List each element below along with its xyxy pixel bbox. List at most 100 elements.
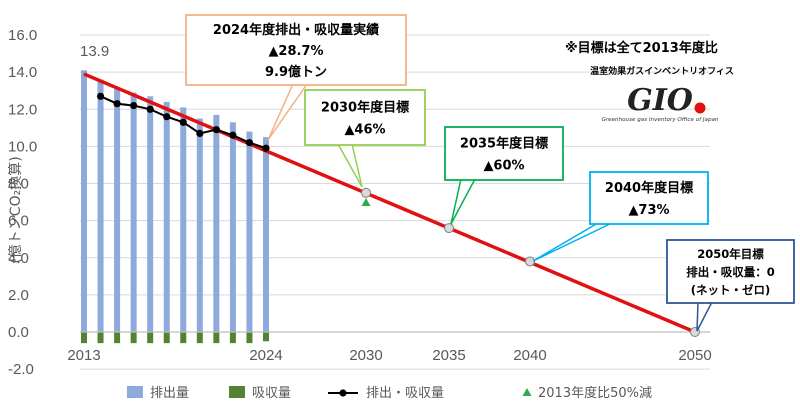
legend-swatch-absorption: [229, 386, 245, 398]
callout-box: [304, 89, 426, 146]
y-tick-label: 8.0: [8, 176, 29, 193]
y-tick-label: -2.0: [8, 361, 34, 378]
callout-text: 2030年度目標: [321, 99, 409, 115]
callout-text: 2035年度目標: [460, 135, 548, 151]
callout-text: 2024年度排出・吸収量実績: [213, 22, 379, 38]
y-tick-label: 14.0: [8, 64, 37, 81]
net-point: [196, 129, 204, 138]
callout-box: [444, 126, 564, 181]
net-point: [163, 113, 171, 121]
note-text: ※目標は全て2013年度比: [565, 40, 718, 56]
net-point: [130, 101, 138, 110]
y-tick-label: 10.0: [8, 138, 37, 155]
y-tick-label: 16.0: [8, 27, 37, 44]
callout-box: [666, 239, 795, 304]
logo-red-dot: [694, 102, 706, 114]
legend-swatch-half: [522, 388, 532, 396]
emission-bar: [180, 107, 187, 332]
target-line-segment: [83, 72, 696, 334]
callout-text: 排出・吸収量：0: [686, 265, 775, 279]
emission-bar: [97, 79, 104, 332]
absorption-bar: [97, 332, 104, 344]
net-point: [212, 126, 220, 134]
callout-text: 2050年目標: [697, 247, 764, 261]
callout-pointer: [450, 178, 477, 225]
bars: [81, 70, 269, 344]
emission-bar: [246, 131, 253, 332]
emission-bar: [130, 92, 137, 333]
net-point: [113, 100, 121, 108]
emission-bar: [229, 122, 236, 332]
callout-text: 9.9億トン: [265, 64, 327, 80]
y-tick-label: 4.0: [8, 250, 29, 267]
callout-text: ▲46%: [344, 122, 385, 137]
emission-bar: [163, 101, 170, 332]
emission-bar: [263, 137, 269, 332]
callout-pointer: [696, 301, 714, 332]
net-point: [146, 105, 154, 113]
absorption-bar: [263, 332, 269, 342]
y-tick-label: 2.0: [8, 287, 29, 304]
target-line: 13.9: [80, 43, 696, 334]
emission-bar: [114, 88, 121, 332]
axes: 16.0 14.0 12.0 10.0 8.0 6.0 4.0 2.0 0.0 -2.0 2013 2…: [8, 27, 712, 378]
callout-text: (ネット・ゼロ): [691, 283, 771, 297]
net-emission-line: [96, 92, 700, 337]
legend-swatch-net-point: [339, 389, 347, 397]
logo-subtitle: Greenhouse gas Inventory Office of Japan: [602, 117, 719, 123]
milestone-marker: [444, 223, 454, 234]
x-tick-label: 2013: [67, 347, 100, 364]
emission-bar: [81, 70, 87, 332]
callout-text: ▲60%: [483, 158, 524, 173]
legend-label-half: 2013年度比50%減: [538, 385, 652, 401]
emission-bar: [147, 96, 154, 333]
milestone-marker: [525, 256, 535, 267]
absorption-bar: [163, 332, 170, 344]
logo-caption: 温室効果ガスインベントリオフィス: [590, 65, 734, 77]
emission-bar: [213, 114, 220, 333]
absorption-bar: [114, 332, 121, 344]
callouts: 2024年度排出・吸収量実績 ▲28.7% 9.9億トン 2030年度目標 ▲46% 20…: [185, 14, 795, 332]
y-axis-label: (億トンCO₂換算): [8, 156, 24, 263]
legend-swatch-emission: [127, 386, 143, 398]
y-tick-label: 12.0: [8, 101, 37, 118]
absorption-bar: [196, 332, 203, 344]
absorption-bar: [246, 332, 253, 344]
absorption-bar: [147, 332, 154, 344]
absorption-bar: [81, 332, 87, 344]
x-tick-label: 2050: [678, 347, 711, 364]
legend-label-emission: 排出量: [150, 386, 189, 401]
logo-text: GIO: [627, 83, 693, 118]
callout-pointer: [267, 83, 309, 141]
y-tick-label: 6.0: [8, 213, 29, 230]
x-tick-label: 2024: [249, 347, 282, 364]
half-reduction-marker: [361, 198, 371, 207]
net-point: [229, 131, 237, 139]
absorption-bar: [213, 332, 220, 344]
callout-box: [185, 14, 407, 86]
absorption-bar: [130, 332, 137, 344]
milestone-marker: [361, 187, 371, 198]
y-tick-label: 0.0: [8, 324, 29, 341]
start-value-label: 13.9: [80, 43, 109, 60]
emission-bar: [196, 118, 203, 332]
callout-text: ▲28.7%: [268, 44, 323, 59]
net-point: [262, 144, 270, 152]
absorption-bar: [180, 332, 187, 344]
callout-box: [589, 171, 709, 225]
legend: 排出量 吸収量 排出・吸収量 2013年度比50%減: [127, 385, 652, 401]
net-point: [179, 118, 187, 126]
callout-pointer: [532, 222, 613, 262]
net-point: [96, 92, 105, 100]
legend-label-net: 排出・吸収量: [366, 386, 444, 401]
callout-text: 2040年度目標: [605, 180, 693, 196]
x-tick-label: 2035: [432, 347, 465, 364]
net-point: [245, 139, 254, 147]
absorption-bar: [229, 332, 236, 344]
x-tick-label: 2040: [513, 347, 546, 364]
x-tick-label: 2030: [349, 347, 382, 364]
callout-pointer: [336, 143, 363, 188]
legend-label-absorption: 吸収量: [252, 386, 291, 401]
